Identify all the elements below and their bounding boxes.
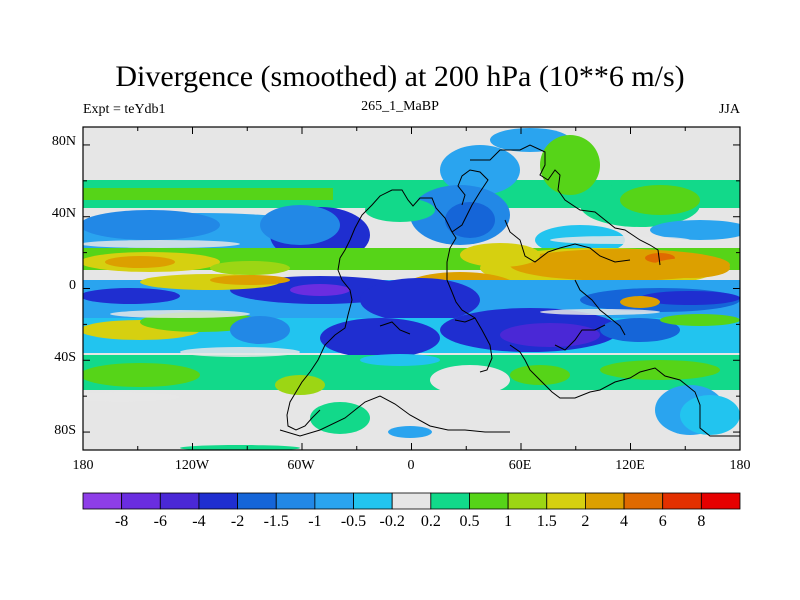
colorbar-swatch: [353, 492, 393, 510]
x-tick-label: 60E: [508, 458, 532, 473]
colorbar-label: -4: [192, 513, 206, 530]
colorbar-label: -2: [230, 513, 245, 530]
x-tick-label: 0: [407, 458, 415, 473]
x-tick-label: 60W: [287, 458, 315, 473]
colorbar-label: -0.5: [340, 513, 367, 530]
y-tick-label: 0: [69, 278, 76, 293]
colorbar-label: -1: [308, 513, 322, 530]
x-tick-label: 120E: [615, 458, 645, 473]
season-label: JJA: [718, 102, 740, 117]
colorbar-swatch: [391, 492, 432, 510]
colorbar-swatch: [662, 492, 702, 510]
colorbar-label: 1: [504, 513, 513, 530]
y-tick-label: 80S: [54, 423, 76, 438]
colorbar-swatch: [82, 492, 123, 510]
y-tick-label: 80N: [51, 134, 76, 149]
colorbar-label: 6: [658, 513, 667, 530]
x-tick-label: 120W: [174, 458, 210, 473]
colorbar-swatch: [275, 492, 316, 510]
y-tick-label: 40N: [51, 206, 76, 221]
colorbar-swatch: [546, 492, 586, 510]
colorbar-label: 4: [620, 513, 629, 530]
tropical-bands: [83, 243, 740, 322]
colorbar-label: 2: [581, 513, 590, 530]
case-label: 265_1_MaBP: [361, 99, 439, 114]
colorbar-swatch: [507, 492, 548, 510]
colorbar-swatch: [121, 492, 161, 510]
axis-ticks: [82, 127, 741, 450]
colorbar-label: 8: [697, 513, 706, 530]
colorbar-swatch: [198, 492, 238, 510]
colorbar-swatch: [623, 492, 664, 510]
colorbar-swatch: [237, 492, 277, 510]
colorbar-label: -8: [114, 513, 129, 530]
colorbar-label: -1.5: [263, 513, 289, 530]
colorbar-label: -6: [153, 513, 167, 530]
colorbar-label: 0.5: [459, 513, 480, 530]
colorbar-swatch: [314, 492, 354, 510]
colorbar-swatch: [585, 492, 625, 510]
x-tick-label: 180: [72, 458, 94, 473]
experiment-label: Expt = teYdb1: [83, 102, 166, 117]
colorbar-swatch: [159, 492, 200, 510]
field-layer: [83, 127, 740, 450]
colorbar-label: 0.2: [420, 513, 441, 530]
chart-title: Divergence (smoothed) at 200 hPa (10**6 …: [115, 60, 685, 93]
y-tick-label: 40S: [54, 350, 76, 365]
colorbar-swatch: [469, 492, 509, 510]
colorbar-label: -0.2: [379, 513, 405, 530]
colorbar: [82, 492, 741, 510]
x-tick-label: 180: [729, 458, 751, 473]
colorbar-swatch: [430, 492, 470, 510]
coastlines: [279, 144, 740, 437]
colorbar-label: 1.5: [536, 513, 557, 530]
northern-bands: [83, 128, 740, 263]
zero-contour-gaps: [83, 236, 690, 402]
colorbar-swatch: [700, 492, 741, 510]
